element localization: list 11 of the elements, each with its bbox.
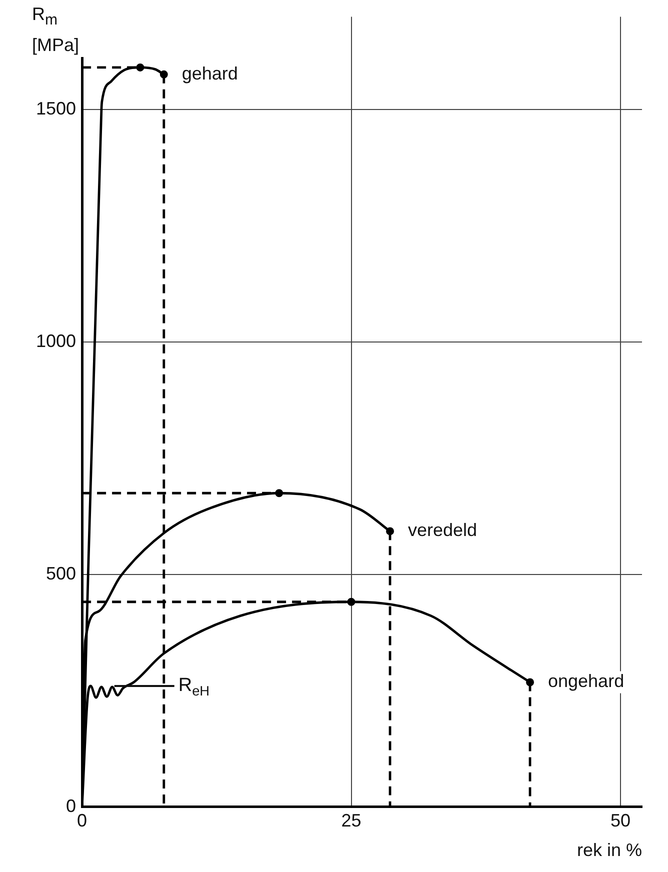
y-axis-title: R$_{m}$ [MPa] [32, 2, 92, 57]
y-tick-label: 1500 [36, 98, 76, 119]
annotation: veredeld [408, 520, 478, 540]
y-tick-label: 1000 [36, 331, 76, 352]
x-axis-title: rek in % [576, 840, 642, 860]
annotation: ongehard [548, 671, 624, 692]
x-tick-label: 25 [341, 810, 362, 831]
annotation: gehard [182, 63, 238, 84]
x-tick-label: 50 [610, 810, 630, 831]
y-tick-label: 500 [46, 563, 76, 584]
y-tick-label: 0 [66, 796, 76, 816]
